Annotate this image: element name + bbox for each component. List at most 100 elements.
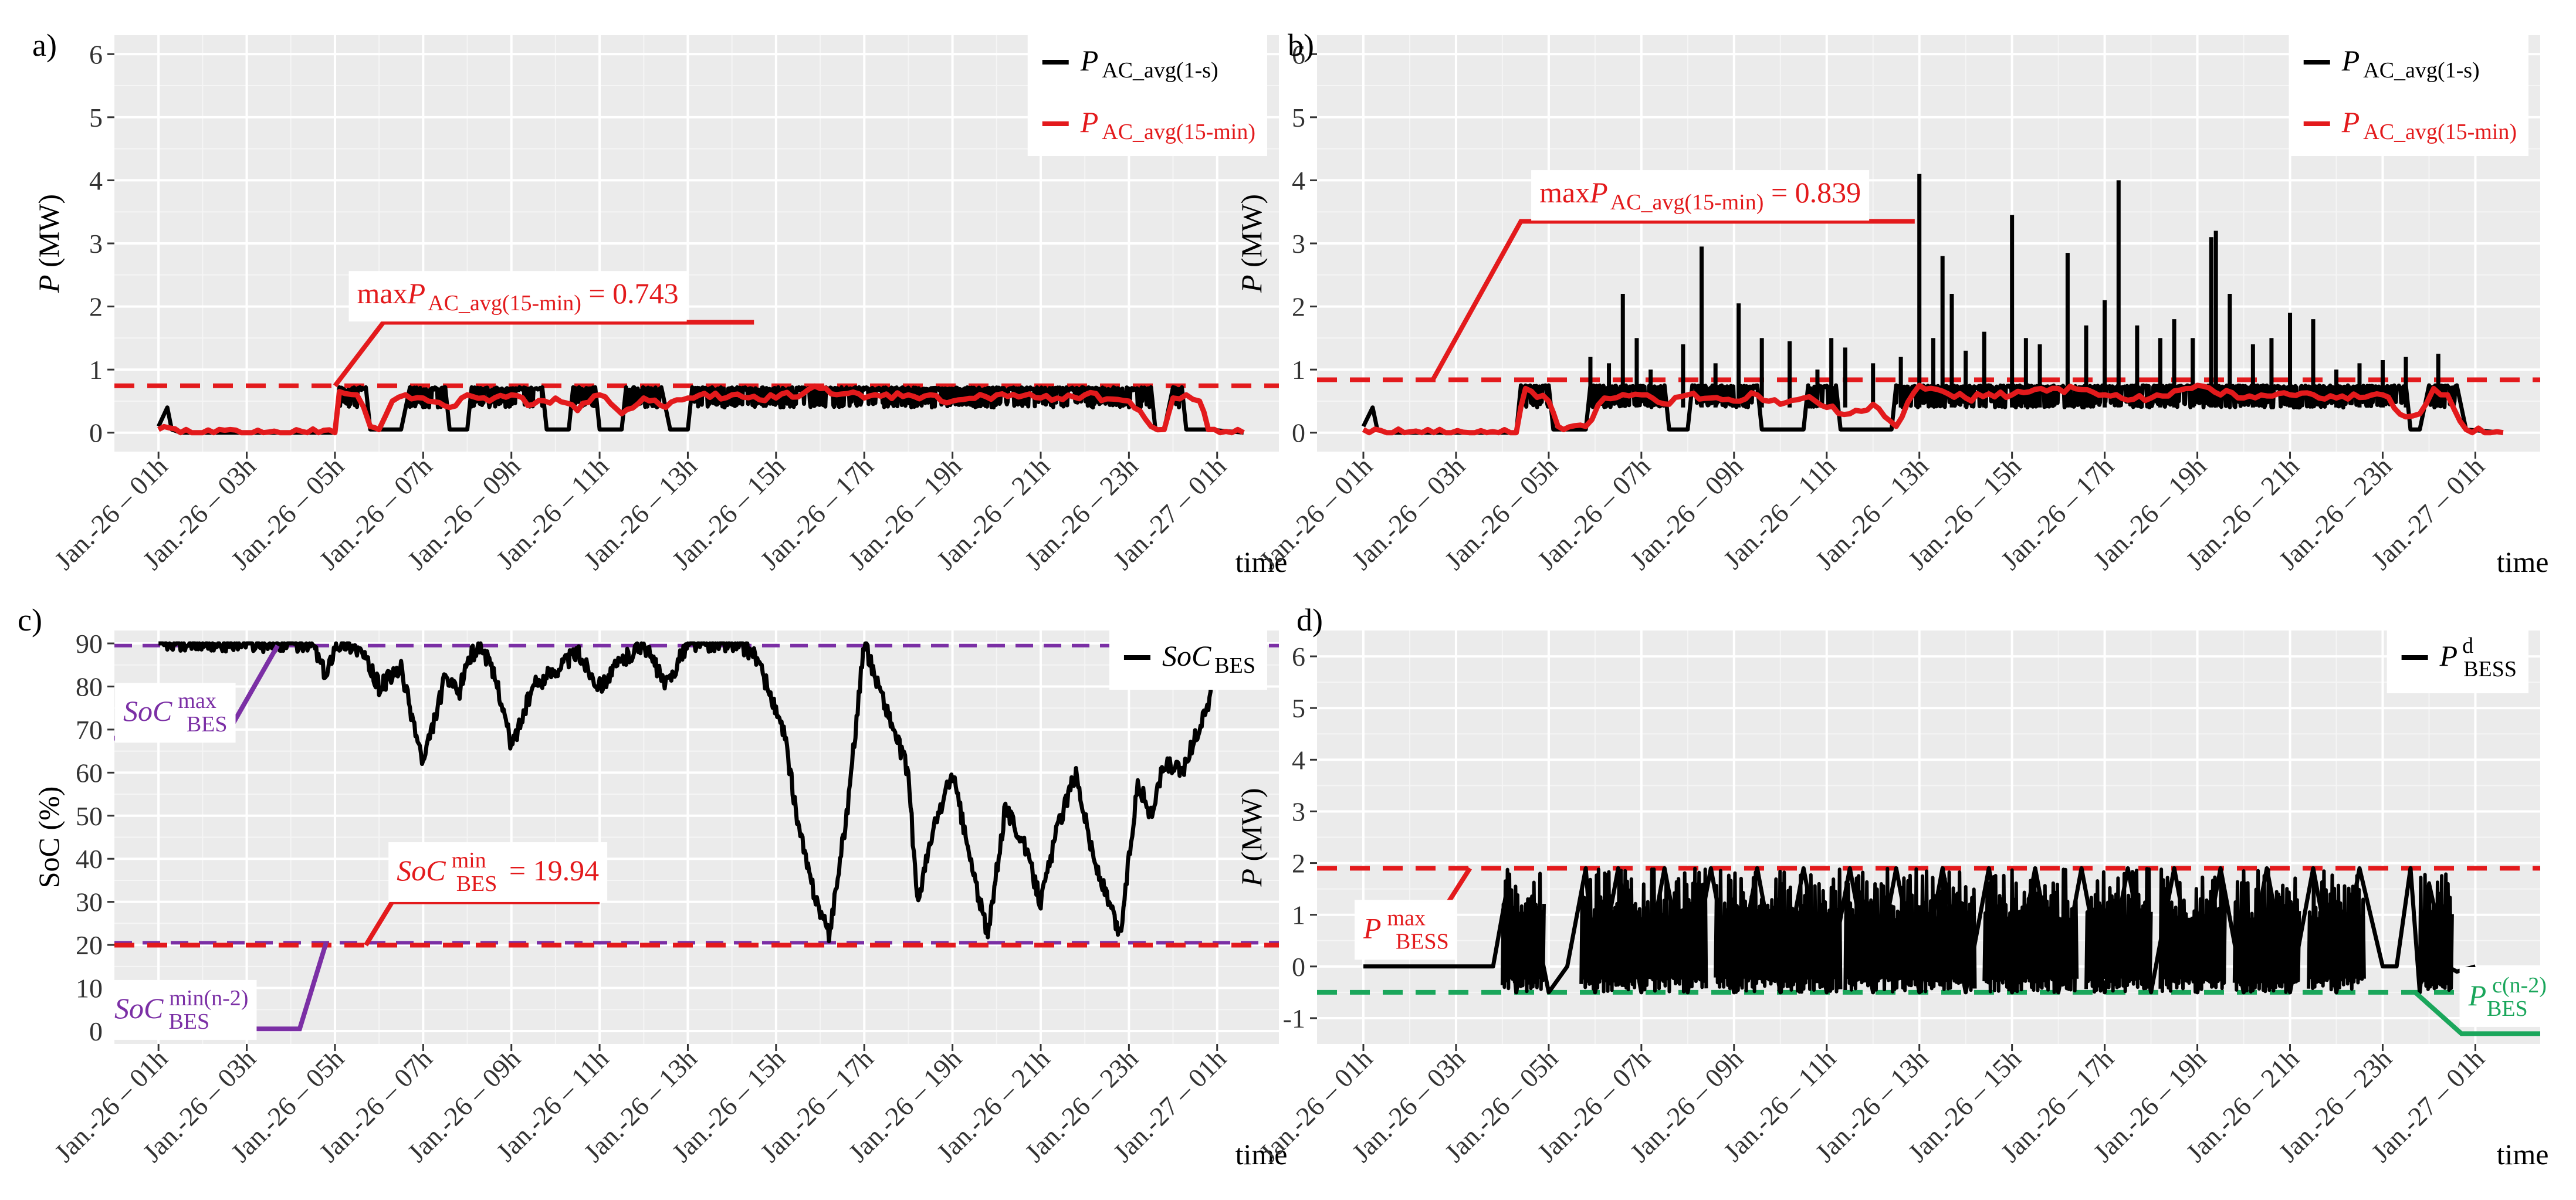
- burst-mark: [1579, 866, 1708, 994]
- annotation-label-part: = 0.839: [1763, 176, 1861, 209]
- y-tick-label: 6: [1292, 39, 1305, 69]
- legend-label-part: SoC: [1162, 639, 1211, 672]
- annotation-box: [1354, 900, 1457, 960]
- plot-area: [114, 641, 1279, 948]
- annotation-label: maxP AC_avg(15-min) = 0.839: [1539, 176, 1861, 215]
- legend-label-part: P: [1080, 106, 1099, 138]
- annotation-label-part: max: [178, 689, 216, 713]
- legend-label-part: P: [2439, 639, 2458, 672]
- y-tick-label: 80: [76, 672, 103, 701]
- legend-label-part: d: [2462, 633, 2473, 658]
- y-tick-label: 1: [1292, 900, 1305, 930]
- annotation-label-part: BES: [187, 712, 228, 737]
- y-tick-label: 50: [76, 801, 103, 831]
- panel-label: d): [1297, 602, 1323, 638]
- y-axis-symbol: P: [32, 274, 65, 293]
- annotation-label-part: c(n-2): [2492, 973, 2547, 998]
- legend-label: SoC BES: [1162, 639, 1255, 678]
- legend-label: P AC_avg(15-min): [2341, 106, 2517, 144]
- series-line-red: [1362, 382, 2504, 436]
- annotation-label-part: AC_avg(15-min): [1610, 190, 1764, 215]
- annotation-label-part: AC_avg(15-min): [428, 291, 581, 316]
- annotation-box: [348, 271, 687, 322]
- annotation-label-part: P: [2468, 979, 2487, 1012]
- legend-label-part: BES: [1214, 653, 1255, 678]
- annotation-leader: [333, 320, 754, 388]
- burst-mark: [1714, 867, 1843, 994]
- y-tick-label: 60: [76, 758, 103, 788]
- y-tick-label: 0: [89, 1016, 103, 1046]
- y-tick-label: 6: [1292, 642, 1305, 672]
- annotation-label-part: BESS: [1396, 929, 1449, 954]
- y-tick-label: 90: [76, 629, 103, 659]
- plot-area: [114, 383, 1279, 436]
- annotation-label-part: max: [1387, 906, 1426, 930]
- burst-mark: [2307, 869, 2366, 992]
- legend-label-part: AC_avg(15-min): [2363, 120, 2517, 144]
- y-tick-label: 2: [1292, 849, 1305, 879]
- panel-label: c): [18, 602, 42, 638]
- y-tick-label: 3: [1292, 796, 1305, 826]
- legend-label: P AC_avg(15-min): [1080, 106, 1255, 144]
- legend-label-part: P: [2341, 44, 2360, 77]
- burst-mark: [2158, 867, 2227, 994]
- y-tick-label: 6: [89, 39, 103, 69]
- y-axis-symbol: P: [1235, 274, 1268, 293]
- y-tick-label: 20: [76, 930, 103, 960]
- y-tick-label: 0: [1292, 418, 1305, 448]
- legend: P AC_avg(1-s) P AC_avg(15-min): [1027, 32, 1267, 156]
- annotation-label: SoC min BES = 19.94: [397, 848, 599, 896]
- y-tick-label: 4: [1292, 165, 1305, 195]
- plot-area: [1317, 866, 2540, 995]
- annotation-label: SoC max BES: [123, 689, 228, 737]
- y-axis-unit: (MW): [1235, 194, 1268, 274]
- y-axis-title: P (MW): [1235, 788, 1268, 887]
- x-axis-title: time: [1235, 545, 1288, 578]
- legend-label-part: AC_avg(1-s): [2363, 58, 2479, 83]
- legend-label: P AC_avg(1-s): [1080, 44, 1218, 83]
- x-axis-title: time: [2497, 1138, 2549, 1171]
- y-tick-label: 4: [89, 165, 103, 195]
- series-line-black: [157, 641, 1220, 944]
- series-line-black: [157, 385, 1244, 435]
- annotation-label-part: SoC: [114, 992, 164, 1025]
- y-axis-title: P (MW): [1235, 194, 1268, 293]
- y-tick-label: 10: [76, 974, 103, 1004]
- y-tick-label: 2: [89, 292, 103, 322]
- annotation-label-part: max: [1539, 176, 1590, 209]
- annotation-label-part: min: [452, 848, 486, 873]
- legend: SoC BES: [1109, 628, 1267, 690]
- burst-mark: [1982, 867, 2079, 994]
- burst-mark: [1843, 866, 1977, 994]
- series-line-red: [157, 383, 1245, 436]
- y-tick-label: 2: [1292, 292, 1305, 322]
- annotation-label-part: BES: [2487, 996, 2528, 1021]
- annotation-leader: [1430, 219, 1915, 381]
- y-tick-label: -1: [1283, 1004, 1305, 1033]
- legend-background: [2289, 32, 2528, 156]
- legend: P AC_avg(1-s)P AC_avg(15-min): [2289, 32, 2528, 156]
- legend-label: P AC_avg(1-s): [2341, 44, 2480, 83]
- annotation-label-part: SoC: [123, 694, 172, 727]
- plot-area: [1317, 174, 2540, 436]
- y-tick-label: 4: [1292, 745, 1305, 775]
- annotation-box: [388, 842, 608, 902]
- y-axis-title: SoC (%): [32, 787, 65, 889]
- y-tick-label: 5: [1292, 693, 1305, 723]
- y-axis-unit: (MW): [32, 194, 65, 274]
- legend-label-part: AC_avg(15-min): [1102, 120, 1255, 144]
- burst-mark: [1500, 867, 1546, 994]
- y-axis-title: P (MW): [32, 194, 65, 293]
- y-tick-label: 0: [89, 418, 103, 448]
- y-tick-label: 3: [89, 229, 103, 259]
- panel-label: a): [32, 28, 57, 63]
- annotation-box: [2459, 967, 2555, 1027]
- legend-label-part: P: [2341, 106, 2360, 138]
